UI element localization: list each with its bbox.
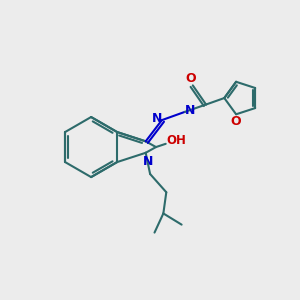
Text: O: O xyxy=(185,71,196,85)
Text: N: N xyxy=(185,104,195,117)
Text: N: N xyxy=(143,154,153,167)
Text: O: O xyxy=(230,115,241,128)
Text: N: N xyxy=(152,112,162,125)
Text: OH: OH xyxy=(167,134,187,147)
